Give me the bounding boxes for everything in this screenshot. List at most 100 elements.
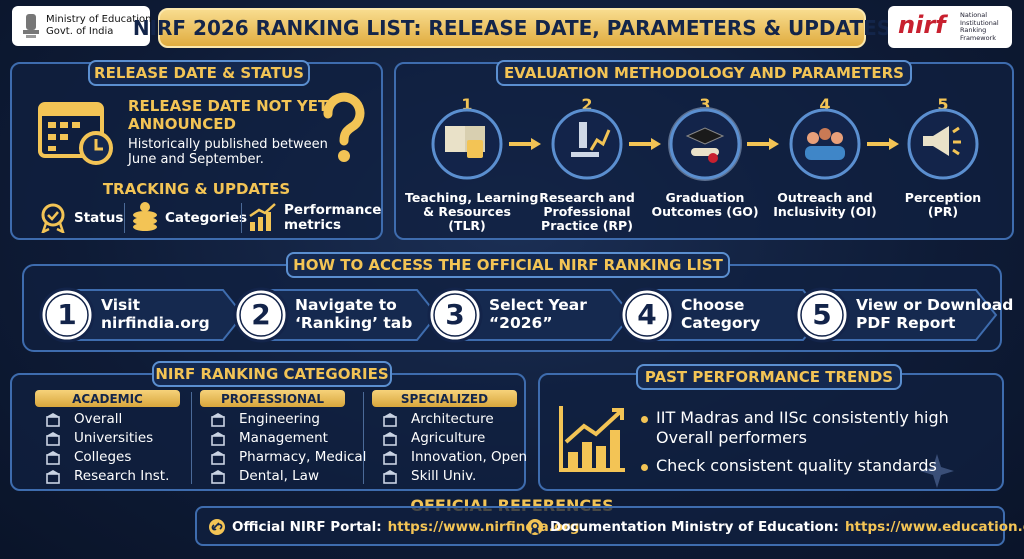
question-icon <box>323 92 365 162</box>
tracking-line: Status <box>74 210 124 226</box>
category-icon <box>383 413 397 427</box>
bullet <box>641 416 648 423</box>
parameter-icon <box>551 108 623 180</box>
tracking-line: Categories <box>165 210 248 226</box>
parameter-label: Teaching, Learning & Resources (TLR) <box>405 191 538 233</box>
step-circle <box>794 287 850 343</box>
release-headline: RELEASE DATE NOT YET ANNOUNCED <box>128 97 328 133</box>
tracking-item: Categories <box>165 210 247 226</box>
nirf-text: National Institutional Ranking Framework <box>960 11 999 42</box>
tracking-title: TRACKING & UPDATES <box>102 180 291 198</box>
emblem <box>23 14 39 38</box>
category-icon <box>46 451 60 465</box>
nirf-line: National <box>960 11 988 19</box>
step-text-line: PDF Report <box>856 314 956 332</box>
step-text: Select Year “2026” <box>489 296 587 332</box>
step-text: Navigate to ‘Ranking’ tab <box>295 296 412 332</box>
bullet <box>641 464 648 471</box>
parameter-label: Outreach and Inclusivity (OI) <box>763 191 887 219</box>
group-header: SPECIALIZED <box>372 390 517 407</box>
step-text-line: Choose <box>681 296 745 314</box>
category-icon <box>211 413 225 427</box>
step-text-line: ‘Ranking’ tab <box>295 314 413 332</box>
step-number: 2 <box>251 298 271 331</box>
tracking-item: Status <box>74 210 123 226</box>
status-icon <box>41 203 65 233</box>
tracking-item: Performance metrics <box>284 203 381 233</box>
category-icon <box>383 432 397 446</box>
category-icon <box>211 451 225 465</box>
release-panel <box>10 62 383 240</box>
link-url[interactable]: https://www.education.gov.in <box>844 519 1024 535</box>
step-number: 3 <box>445 298 465 331</box>
step-text-line: nirfindia.org <box>101 314 210 332</box>
doc-icon <box>527 519 543 535</box>
category-icon <box>46 470 60 484</box>
step-text-line: Category <box>681 314 761 332</box>
category-item: Skill Univ. <box>411 468 477 484</box>
tracking-line: metrics <box>284 217 341 233</box>
note-line: June and September. <box>128 152 264 167</box>
section-title: PAST PERFORMANCE TRENDS <box>636 364 902 390</box>
flow-arrow <box>867 138 899 150</box>
step-text: Visit nirfindia.org <box>101 296 210 332</box>
category-item: Architecture <box>411 411 494 427</box>
step-text-line: Navigate to <box>295 296 397 314</box>
page-title: NIRF 2026 RANKING LIST: RELEASE DATE, PA… <box>133 8 891 48</box>
parameter-label-line: (TLR) <box>448 218 486 233</box>
divider <box>241 203 242 233</box>
link-label: Documentation Ministry of Education: <box>550 519 839 535</box>
category-item: Research Inst. <box>74 468 170 484</box>
category-icon <box>383 470 397 484</box>
references-bar <box>195 506 1005 546</box>
category-item: Engineering <box>239 411 320 427</box>
divider <box>191 392 192 484</box>
section-title: EVALUATION METHODOLOGY AND PARAMETERS <box>496 60 912 86</box>
reference-link: Official NIRF Portal: https://www.nirfin… <box>208 518 579 536</box>
ministry-line: Govt. of India <box>46 26 114 37</box>
category-item: Management <box>239 430 328 446</box>
category-icon <box>46 432 60 446</box>
nirf-line: Institutional <box>960 18 999 27</box>
step-circle <box>619 287 675 343</box>
flow-arrow <box>747 138 779 150</box>
trend-point-line: Check consistent quality standards <box>656 456 937 475</box>
parameter-label-line: (PR) <box>927 204 959 219</box>
category-item: Pharmacy, Medical <box>239 449 367 465</box>
tracking-line: Performance <box>284 202 382 218</box>
parameter-icon <box>431 108 503 180</box>
parameter-label-line: Outreach and <box>777 190 873 205</box>
category-item: Agriculture <box>411 430 486 446</box>
step-chevron <box>822 289 998 341</box>
group-header: ACADEMIC <box>35 390 180 407</box>
ministry-line: Ministry of Education, <box>46 14 155 25</box>
category-icon <box>383 451 397 465</box>
step-text: Choose Category <box>681 296 760 332</box>
step-circle <box>427 287 483 343</box>
parameter-label: Graduation Outcomes (GO) <box>643 191 767 219</box>
step-text: View or Download PDF Report <box>856 296 1013 332</box>
step-circle <box>39 287 95 343</box>
parameter-label-line: & Resources <box>423 204 511 219</box>
divider <box>363 392 364 484</box>
reference-link: Documentation Ministry of Education: htt… <box>526 518 1024 536</box>
note-line: Historically published between <box>128 137 328 152</box>
headline-line: ANNOUNCED <box>128 115 236 133</box>
parameter-label-line: Practice (RP) <box>541 218 633 233</box>
category-icon <box>211 470 225 484</box>
parameter-icon <box>789 108 861 180</box>
link-label: Official NIRF Portal: <box>232 519 382 535</box>
section-title: NIRF RANKING CATEGORIES <box>152 361 392 387</box>
divider <box>124 203 125 233</box>
step-number: 5 <box>812 298 832 331</box>
step-circle <box>233 287 289 343</box>
parameter-number: 2 <box>581 95 593 114</box>
step-text-line: View or Download <box>856 296 1014 314</box>
parameter-icon <box>668 107 742 181</box>
group-header: PROFESSIONAL <box>200 390 345 407</box>
step-number: 1 <box>57 298 77 331</box>
step-text-line: Select Year <box>489 296 587 314</box>
trend-point: IIT Madras and IISc consistently high Ove… <box>656 408 949 448</box>
trend-point: Check consistent quality standards <box>656 456 937 476</box>
